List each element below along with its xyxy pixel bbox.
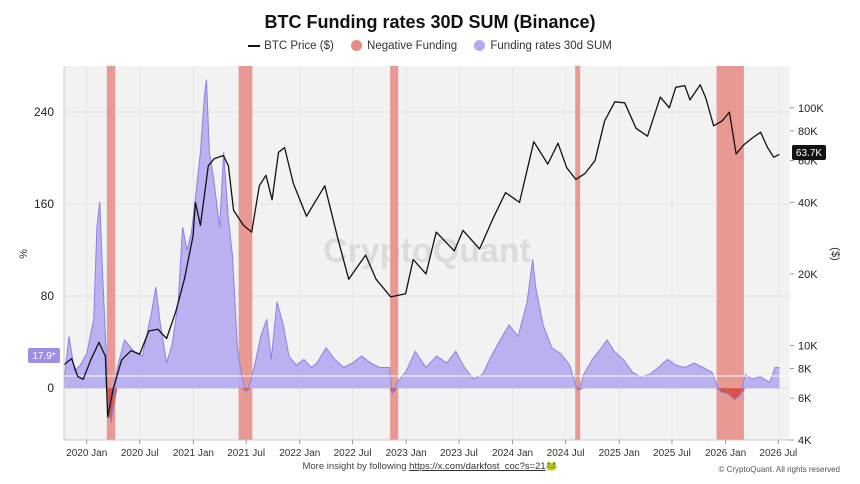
negative-funding-bands	[106, 66, 744, 440]
x-tick-label: 2020 Jul	[121, 448, 159, 459]
legend-item-negative[interactable]: Negative Funding	[351, 40, 457, 52]
y-right-tick-label: 4K	[798, 435, 812, 447]
footer: More insight by following https://x.com/…	[0, 461, 860, 472]
footer-prefix: More insight by following	[302, 461, 407, 472]
x-tick-label: 2025 Jan	[599, 448, 640, 459]
y-right-tick-label: 20K	[798, 269, 818, 281]
legend-line-swatch	[248, 44, 261, 47]
x-tick-label: 2026 Jan	[705, 448, 746, 459]
y-left-tick-label: 240	[34, 105, 54, 119]
negative-funding-band	[575, 66, 581, 440]
btc-price-line	[63, 84, 780, 418]
y-right-tick-label: 40K	[798, 197, 818, 209]
current-price-value: 63.7K	[796, 148, 822, 159]
x-tick-label: 2021 Jan	[173, 448, 214, 459]
y-right-tick-label: 10K	[798, 340, 818, 352]
x-axis-ticks: 2020 Jan 2020 Jul 2021 Jan 2021 Jul 2022 Jan…	[66, 440, 797, 459]
legend-price-label: BTC Price ($)	[264, 40, 334, 52]
x-tick-label: 2023 Jan	[386, 448, 427, 459]
legend-item-price[interactable]: BTC Price ($)	[248, 40, 334, 52]
negative-funding-band	[106, 66, 116, 440]
current-funding-value: 17.9*	[32, 351, 55, 362]
y-right-tick-label: 6K	[798, 393, 812, 405]
x-tick-label: 2024 Jul	[547, 448, 585, 459]
x-tick-label: 2026 Jul	[759, 448, 797, 459]
x-tick-label: 2025 Jul	[653, 448, 691, 459]
x-tick-label: 2023 Jul	[440, 448, 478, 459]
footer-emoji: 🐸	[545, 461, 558, 472]
x-tick-label: 2021 Jul	[227, 448, 265, 459]
y-left-tick-label: 80	[41, 289, 55, 303]
y-right-tick-label: 100K	[798, 103, 824, 115]
legend: BTC Price ($) Negative Funding Funding r…	[0, 40, 860, 52]
y-right-axis-label: ($)	[829, 247, 841, 260]
footer-link[interactable]: https://x.com/darkfost_coc?s=21	[409, 461, 546, 472]
chart-title: BTC Funding rates 30D SUM (Binance)	[264, 12, 596, 32]
x-tick-label: 2022 Jul	[334, 448, 372, 459]
legend-funding-label: Funding rates 30d SUM	[490, 40, 612, 52]
legend-negative-label: Negative Funding	[367, 40, 458, 52]
y-right-tick-label: 8K	[798, 363, 812, 375]
negative-funding-band	[238, 66, 253, 440]
x-tick-label: 2022 Jan	[279, 448, 320, 459]
watermark: CryptoQuant	[323, 232, 531, 270]
y-right-tick-label: 80K	[798, 126, 818, 138]
funding-line	[63, 79, 780, 423]
negative-funding-band	[716, 66, 744, 440]
y-left-tick-label: 160	[34, 197, 54, 211]
current-price-badge: 63.7K	[792, 145, 826, 160]
copyright: © CryptoQuant. All rights reserved	[718, 465, 841, 474]
x-tick-label: 2024 Jan	[492, 448, 533, 459]
negative-funding-band	[390, 66, 399, 440]
funding-area-positive	[64, 79, 780, 389]
y-left-tick-label: 0	[47, 381, 54, 395]
legend-funding-swatch	[474, 40, 486, 52]
y-left-axis-label: %	[18, 249, 30, 259]
y-left-axis-ticks: 0 80 160 240	[34, 105, 54, 395]
legend-item-funding[interactable]: Funding rates 30d SUM	[474, 40, 612, 52]
legend-negative-swatch	[351, 40, 363, 52]
x-tick-label: 2020 Jan	[66, 448, 107, 459]
current-funding-badge: 17.9*	[28, 348, 60, 363]
